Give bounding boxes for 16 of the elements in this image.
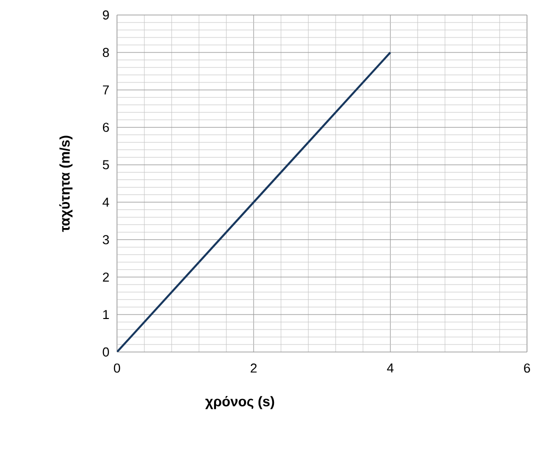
y-tick-label: 9 xyxy=(102,10,109,20)
x-tick-label: 6 xyxy=(524,364,530,373)
y-tick-label: 5 xyxy=(102,160,109,170)
y-tick-label: 4 xyxy=(102,198,110,207)
x-tick-label: 4 xyxy=(387,364,394,372)
y-tick-label: 8 xyxy=(102,48,109,58)
x-axis-title: χρόνος (s) xyxy=(205,396,274,410)
y-tick-label: 6 xyxy=(102,122,109,132)
y-tick-label: 7 xyxy=(102,85,109,94)
x-tick-label: 2 xyxy=(250,364,257,373)
y-tick-label: 0 xyxy=(102,347,109,357)
y-tick-label: 3 xyxy=(102,235,109,244)
y-axis-title: ταχύτητα (m/s) xyxy=(59,136,72,232)
y-tick-label: 1 xyxy=(103,310,109,320)
y-tick-label: 2 xyxy=(102,272,109,282)
x-tick-label: 0 xyxy=(114,364,120,373)
